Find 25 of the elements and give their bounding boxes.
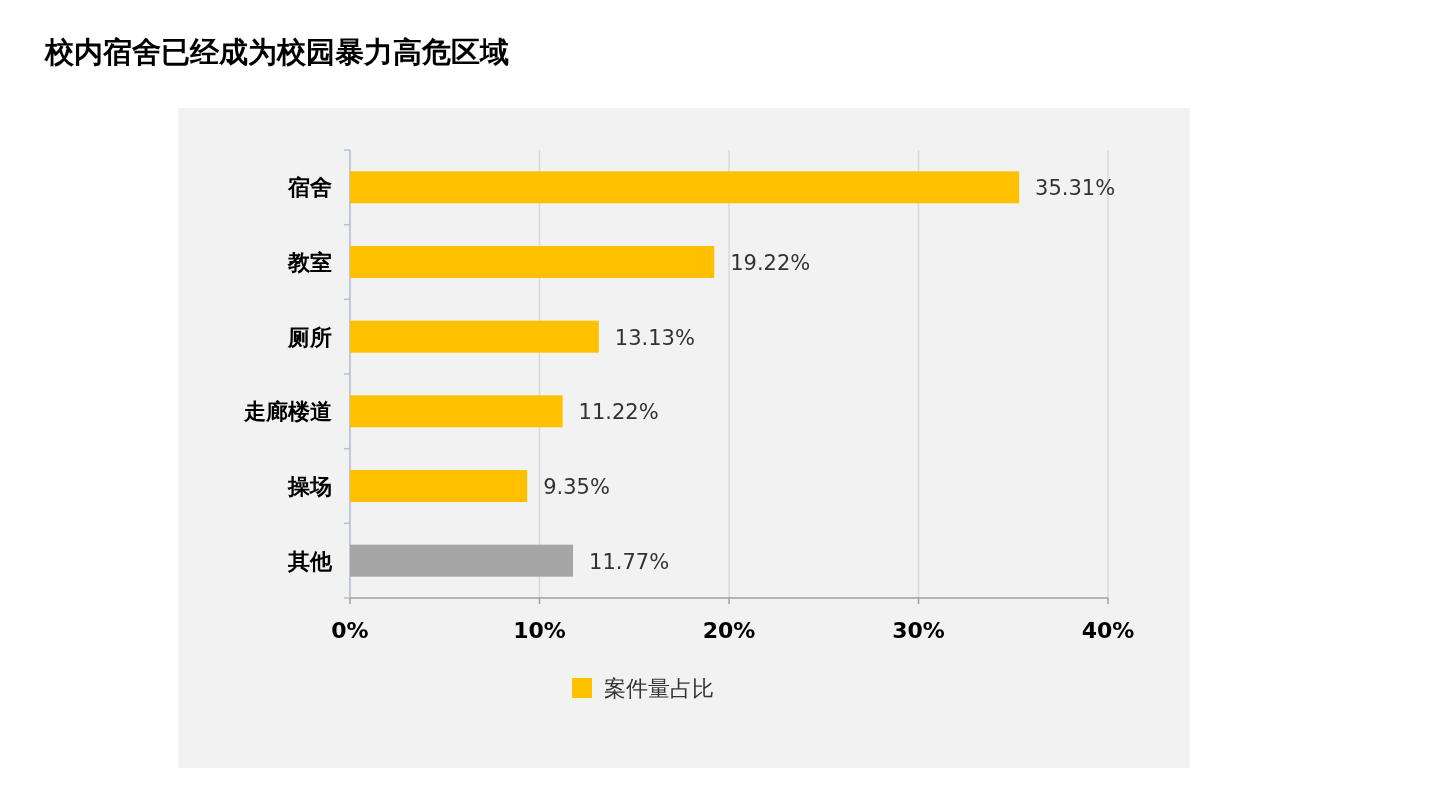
data-label: 11.77%	[589, 549, 670, 574]
legend-label: 案件量占比	[604, 676, 714, 701]
bar	[350, 544, 574, 577]
y-tick-label: 其他	[287, 548, 333, 574]
y-tick-label: 教室	[287, 250, 332, 275]
x-tick-label: 0%	[331, 618, 369, 643]
chart-title: 校内宿舍已经成为校园暴力高危区域	[44, 35, 509, 69]
x-tick-label: 10%	[513, 618, 566, 643]
x-tick-label: 40%	[1081, 618, 1135, 643]
data-label: 13.13%	[614, 325, 695, 350]
data-label: 19.22%	[730, 251, 811, 275]
bar	[350, 395, 563, 428]
y-tick-label: 走廊楼道	[243, 399, 332, 425]
x-tick-label: 20%	[702, 618, 756, 643]
bar	[350, 470, 528, 502]
data-label: 11.22%	[578, 400, 659, 425]
bar	[350, 246, 715, 278]
y-tick-label: 操场	[287, 474, 332, 499]
x-tick-label: 30%	[892, 618, 945, 643]
y-tick-label: 厕所	[287, 324, 332, 350]
bar	[350, 320, 599, 353]
data-label: 35.31%	[1035, 176, 1116, 201]
y-tick-label: 宿舍	[287, 175, 332, 201]
data-label: 9.35%	[543, 475, 610, 499]
bar	[350, 171, 1020, 204]
